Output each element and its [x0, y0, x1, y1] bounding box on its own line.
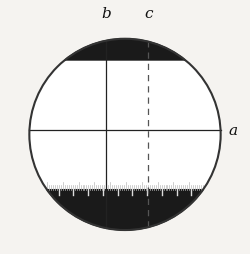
- Polygon shape: [65, 40, 185, 61]
- Circle shape: [29, 40, 221, 230]
- Polygon shape: [47, 190, 203, 230]
- Text: b: b: [101, 7, 111, 21]
- Text: a: a: [228, 124, 237, 138]
- Text: c: c: [144, 7, 153, 21]
